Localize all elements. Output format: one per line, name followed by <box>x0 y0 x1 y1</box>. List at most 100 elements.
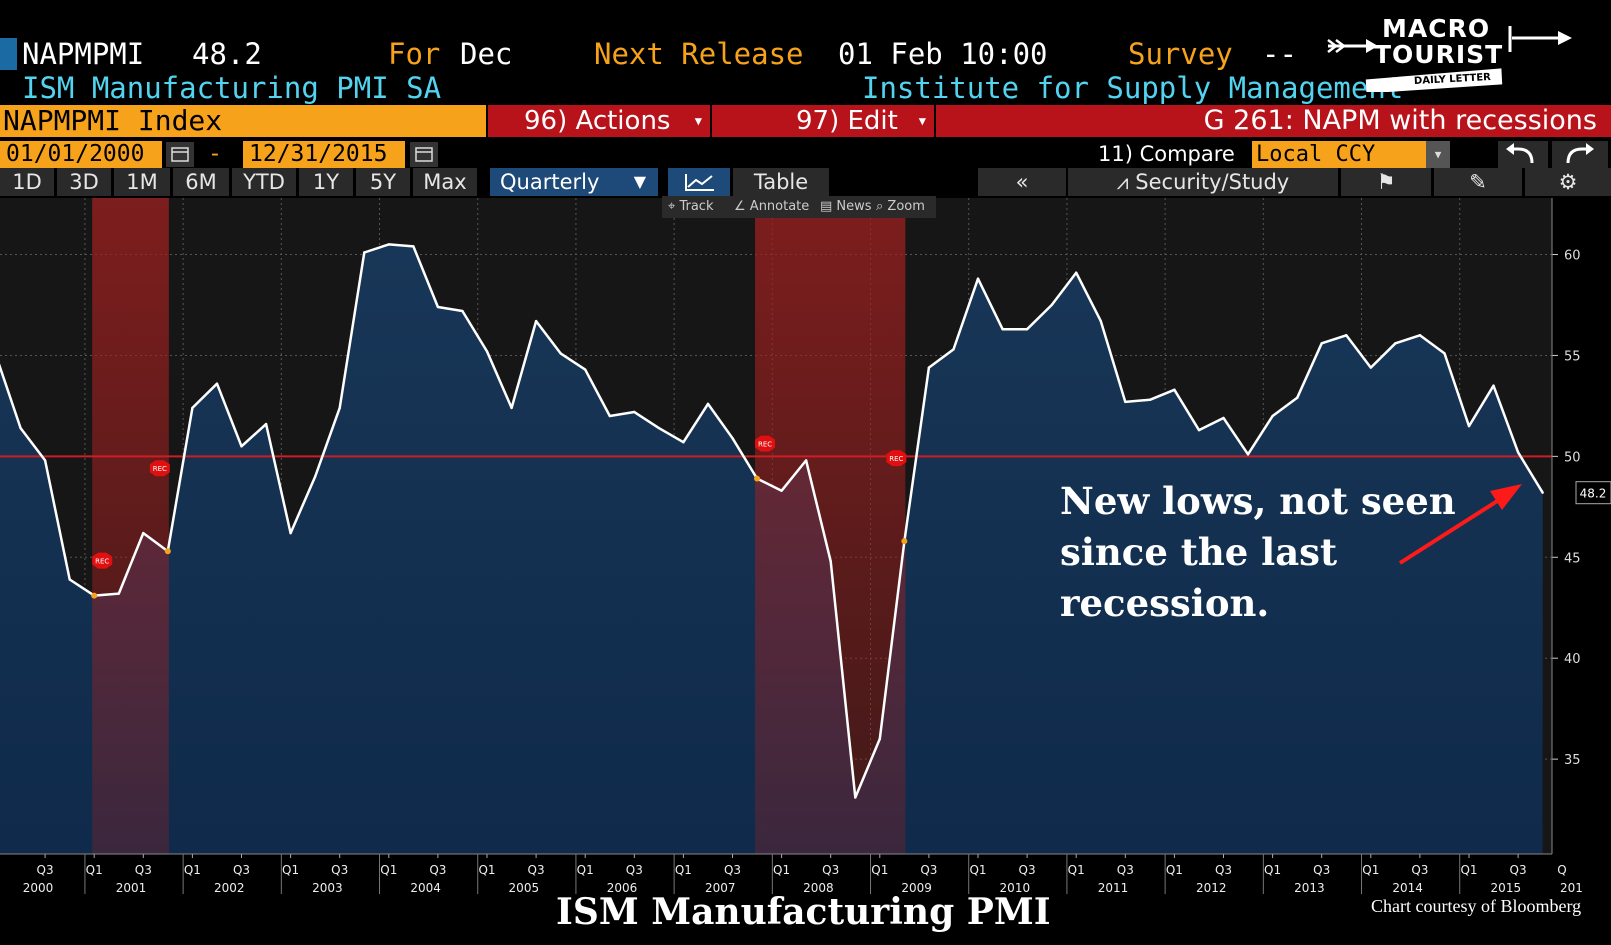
calendar-icon[interactable] <box>410 142 438 167</box>
last-value-box <box>1575 481 1611 505</box>
data-point <box>780 489 783 492</box>
period-5y[interactable]: 5Y <box>356 168 410 196</box>
edit-label: 97) Edit <box>796 106 898 136</box>
redo-icon[interactable] <box>1552 141 1608 168</box>
data-point <box>1246 453 1250 456</box>
period-1y[interactable]: 1Y <box>299 168 353 196</box>
double-chevron-left-icon[interactable]: « <box>978 168 1066 196</box>
last-value-label: 48.2 <box>1580 487 1607 501</box>
annotate-tool[interactable]: ∠ Annotate <box>734 199 810 214</box>
recession-point <box>754 475 761 482</box>
data-point <box>240 445 243 448</box>
x-year-label: 2015 <box>1491 881 1522 895</box>
start-date-field[interactable]: 01/01/2000 <box>0 141 162 168</box>
date-separator: - <box>208 141 222 167</box>
period-1m[interactable]: 1M <box>114 168 170 196</box>
x-quarter-label: Q3 <box>626 863 643 877</box>
rec-marker-label: REC <box>758 441 772 449</box>
data-point <box>1025 328 1029 331</box>
recession-band <box>92 198 169 854</box>
frequency-select[interactable]: Quarterly ▼ <box>490 168 658 196</box>
x-year-label-edge: 201 <box>1560 881 1583 895</box>
data-point <box>191 406 194 410</box>
data-point <box>1197 428 1201 432</box>
calendar-icon[interactable] <box>166 142 194 167</box>
x-quarter-label: Q3 <box>528 863 545 877</box>
rec-marker-icon <box>755 435 776 452</box>
period-max[interactable]: Max <box>413 168 477 196</box>
chart-name: G 261: NAPM with recessions <box>1203 105 1597 136</box>
x-year-label: 2013 <box>1294 881 1325 895</box>
x-quarter-label: Q1 <box>380 863 397 877</box>
data-point <box>1541 491 1544 494</box>
table-tab[interactable]: Table <box>733 168 829 196</box>
next-release-value: 01 Feb 10:00 <box>838 37 1048 71</box>
end-date-text: 12/31/2015 <box>249 141 388 167</box>
news-label: News <box>836 199 872 214</box>
period-6m[interactable]: 6M <box>173 168 229 196</box>
survey-label: Survey <box>1128 37 1233 71</box>
ticker: NAPMPMI <box>22 37 145 71</box>
data-point <box>485 350 489 353</box>
chevron-down-icon: ▼ <box>918 114 926 128</box>
for-label: For <box>388 37 441 71</box>
x-quarter-label: Q3 <box>724 863 741 877</box>
annotation-line-2: since the last <box>1060 530 1338 574</box>
period-1d[interactable]: 1D <box>0 168 54 196</box>
period-ytd[interactable]: YTD <box>232 168 296 196</box>
start-date-text: 01/01/2000 <box>6 141 145 167</box>
header-bar-accent <box>0 38 17 70</box>
data-point <box>878 737 881 741</box>
data-point <box>412 245 415 248</box>
end-date-field[interactable]: 12/31/2015 <box>243 141 405 168</box>
data-point <box>1295 396 1299 400</box>
data-point <box>1222 416 1225 420</box>
currency-value: Local CCY <box>1256 142 1376 167</box>
line-chart-icon[interactable] <box>668 168 730 196</box>
rec-marker-label: REC <box>153 465 167 473</box>
edit-button[interactable]: 97) Edit ▼ <box>712 105 934 137</box>
compare-button[interactable]: 11) Compare <box>1098 142 1235 166</box>
period-toolbar: 1D 3D 1M 6M YTD 1Y 5Y Max Quarterly ▼ Ta… <box>0 168 1611 198</box>
gear-icon[interactable]: ⚙ <box>1525 168 1611 196</box>
security-study-label: Security/Study <box>1135 170 1290 194</box>
data-point <box>510 406 513 410</box>
x-quarter-label: Q1 <box>282 863 299 877</box>
x-quarter-label: Q1 <box>1460 863 1477 877</box>
flag-icon[interactable]: ⚑ <box>1341 168 1431 196</box>
x-year-label: 2004 <box>410 881 441 895</box>
next-release-label: Next Release <box>594 37 804 71</box>
actions-button[interactable]: 96) Actions ▼ <box>488 105 710 137</box>
x-year-label: 2008 <box>803 881 834 895</box>
security-field[interactable]: NAPMPMI Index <box>0 105 486 137</box>
chart-credit: Chart courtesy of Bloomberg <box>1371 896 1582 916</box>
x-year-label: 2006 <box>607 881 638 895</box>
x-quarter-label-edge: Q <box>1557 863 1566 877</box>
annotation-line-3: recession. <box>1060 581 1270 625</box>
news-tool[interactable]: ▤ News <box>820 199 872 214</box>
chart-name-bar: G 261: NAPM with recessions <box>936 105 1611 137</box>
data-point <box>1050 303 1053 307</box>
track-tool[interactable]: ⌖ Track <box>668 199 714 214</box>
x-quarter-label: Q1 <box>478 863 495 877</box>
currency-select[interactable]: Local CCY ▼ <box>1252 141 1450 168</box>
data-point <box>1320 342 1323 345</box>
edit-icon[interactable]: ✎ <box>1434 168 1522 196</box>
security-description: ISM Manufacturing PMI SA <box>22 71 442 105</box>
period-3d[interactable]: 3D <box>57 168 111 196</box>
zoom-tool[interactable]: ⌕ Zoom <box>876 199 925 214</box>
data-point <box>854 796 857 799</box>
security-study-button[interactable]: ⩘ Security/Study <box>1068 168 1338 196</box>
x-year-label: 2003 <box>312 881 343 895</box>
x-quarter-label: Q1 <box>1068 863 1085 877</box>
chevron-down-icon: ▼ <box>694 114 702 128</box>
data-point <box>633 410 636 414</box>
x-quarter-label: Q3 <box>135 863 152 877</box>
rec-marker-icon <box>149 460 170 477</box>
data-point <box>534 319 538 323</box>
data-point <box>19 426 22 430</box>
data-point <box>584 368 587 371</box>
chart-title: ISM Manufacturing PMI <box>556 891 1051 933</box>
pmi-series-line <box>0 243 1544 799</box>
undo-icon[interactable] <box>1498 141 1548 168</box>
